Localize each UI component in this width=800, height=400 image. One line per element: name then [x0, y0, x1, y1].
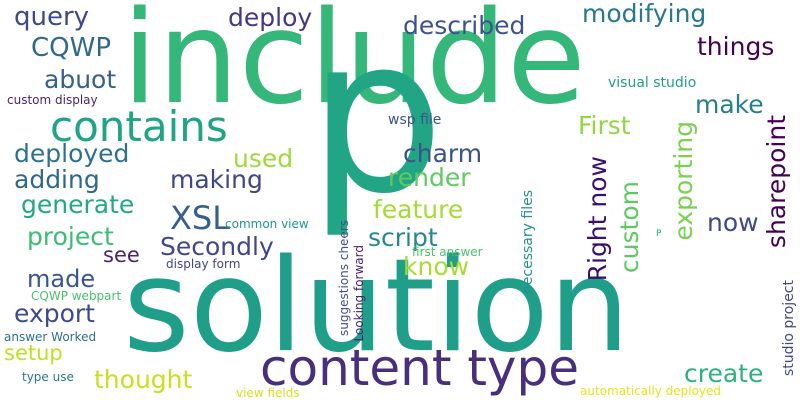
word-thought: thought — [94, 365, 193, 394]
word-xsl: XSL — [170, 199, 231, 237]
word-exporting: exporting — [669, 121, 698, 241]
word-create: create — [684, 359, 764, 388]
word-charm: charm — [403, 139, 483, 168]
word-include: include — [122, 0, 586, 133]
word-things: things — [697, 32, 775, 61]
word-p: p — [308, 0, 445, 241]
word-content-type: content type — [260, 339, 580, 397]
word-see: see — [103, 243, 140, 267]
word-solution: solution — [123, 232, 630, 381]
word-used: used — [233, 144, 294, 173]
word-common-view: common view — [225, 217, 309, 231]
word-suggestions-cheers: suggestions cheers — [337, 220, 351, 336]
word-query: query — [14, 2, 90, 32]
word-adding: adding — [14, 165, 100, 194]
word-making: making — [170, 165, 263, 194]
word-automatically-deployed: automatically deployed — [580, 384, 722, 398]
word-display-form: display form — [166, 257, 241, 271]
word-necessary-files: necessary files — [520, 190, 536, 295]
word-script: script — [368, 223, 438, 252]
word-know: know — [403, 252, 470, 281]
word-feature: feature — [373, 195, 464, 224]
word-cqwp: CQWP — [31, 33, 112, 63]
word-right-now: Right now — [583, 156, 612, 282]
word-first: First — [578, 111, 631, 140]
word-make: make — [695, 90, 764, 119]
word-contains: contains — [50, 102, 228, 151]
word-studio-project: studio project — [781, 280, 797, 377]
word-deploy: deploy — [228, 3, 313, 32]
word-cqwp-webpart: CQWP webpart — [31, 289, 122, 303]
word-custom: custom — [615, 181, 644, 274]
word-type-use: type use — [22, 370, 74, 384]
word-abuot: abuot — [44, 65, 117, 94]
word-export: export — [14, 299, 95, 328]
word-wsp-file: wsp file — [388, 112, 442, 128]
word-made: made — [27, 265, 96, 293]
word-answer-worked: answer Worked — [4, 330, 97, 344]
word-sharepoint: sharepoint — [762, 115, 791, 249]
word-custom-display: custom display — [7, 93, 98, 107]
word-setup: setup — [4, 341, 63, 365]
word-project: project — [27, 222, 114, 251]
word-modifying: modifying — [582, 0, 707, 28]
word-view-fields: view fields — [236, 386, 300, 400]
word-p-small: P — [656, 229, 662, 239]
word-visual-studio: visual studio — [608, 75, 697, 91]
word-render: render — [388, 163, 471, 192]
word-now: now — [707, 208, 759, 237]
word-described: described — [403, 11, 526, 40]
word-first-answer: first answer — [412, 245, 483, 259]
word-deployed: deployed — [14, 139, 130, 168]
word-looking-forward: Looking forward — [352, 245, 366, 342]
word-generate: generate — [21, 190, 135, 219]
word-secondly: Secondly — [160, 232, 274, 261]
